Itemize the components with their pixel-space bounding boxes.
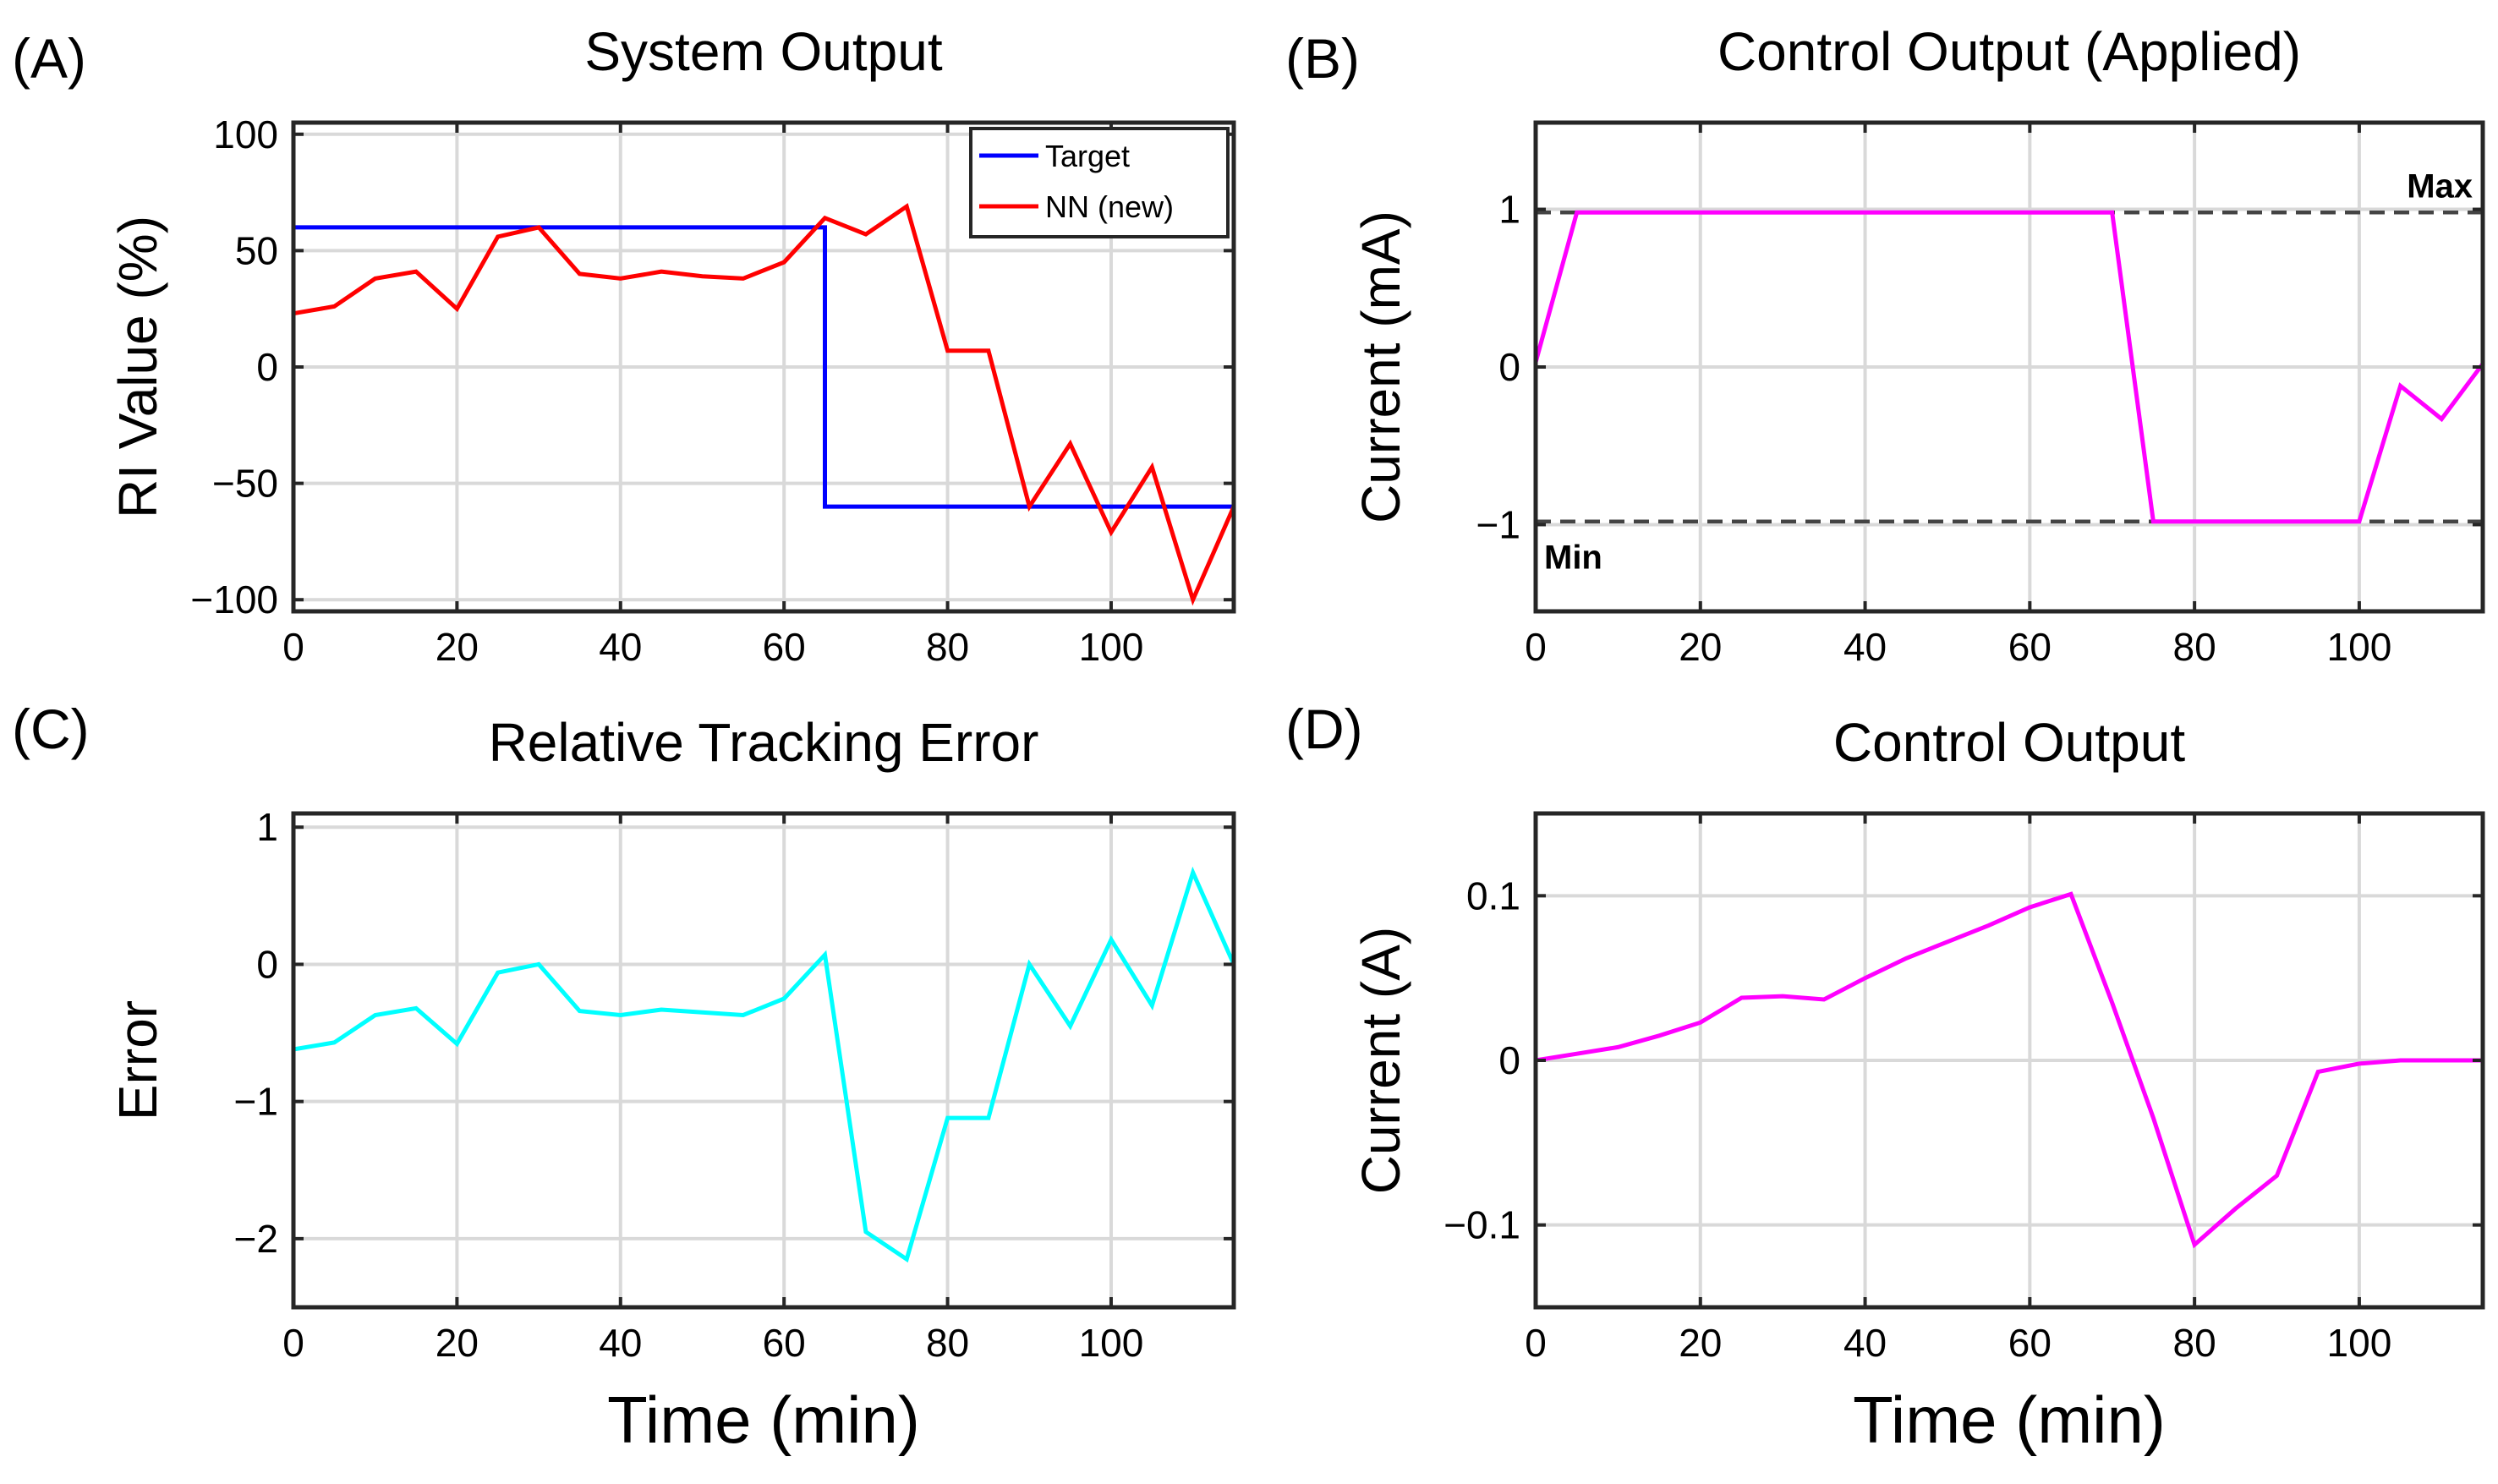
x-tick-label: 60 bbox=[2008, 625, 2052, 669]
series-line-applied-current bbox=[1533, 210, 2485, 524]
legend-box bbox=[969, 127, 1230, 238]
x-tick-label: 40 bbox=[1843, 1321, 1887, 1365]
x-tick-label: 20 bbox=[1679, 625, 1722, 669]
x-tick-label: 0 bbox=[1525, 1321, 1547, 1365]
y-tick-label: 0 bbox=[1498, 345, 1520, 389]
x-tick-label: 40 bbox=[599, 625, 642, 669]
series-line-current bbox=[1535, 891, 2483, 1249]
x-tick-label: 20 bbox=[436, 1321, 479, 1365]
x-tick-label: 80 bbox=[2173, 625, 2216, 669]
reference-label-max: Max bbox=[2407, 167, 2473, 205]
legend: Target NN (new) bbox=[969, 127, 1230, 238]
y-tick-label: 0 bbox=[256, 942, 278, 986]
panel-c: (C) Relative Tracking Error 0 20 40 60 80 100 1 0… bbox=[12, 698, 1236, 1457]
x-tick-label: 40 bbox=[1843, 625, 1887, 669]
y-tick-label: 0 bbox=[1498, 1038, 1520, 1082]
panel-d: (D) Control Output 0 20 40 60 80 100 0.1 0 −0.1 Cur… bbox=[1285, 698, 2485, 1457]
y-axis-label: Current (mA) bbox=[1350, 211, 1411, 523]
x-tick-label: 40 bbox=[599, 1321, 642, 1365]
y-axis-label: RI Value (%) bbox=[107, 216, 168, 518]
panel-letter: (D) bbox=[1285, 698, 1363, 760]
x-axis-label: Time (min) bbox=[1853, 1383, 2166, 1457]
y-tick-label: −1 bbox=[1476, 502, 1520, 546]
x-tick-label: 100 bbox=[1079, 1321, 1144, 1365]
axes-frame bbox=[291, 811, 1236, 1310]
legend-label: Target bbox=[1045, 139, 1130, 173]
x-tick-label: 100 bbox=[1079, 625, 1144, 669]
x-tick-label: 60 bbox=[763, 1321, 806, 1365]
y-tick-label: −0.1 bbox=[1443, 1203, 1520, 1247]
x-tick-label: 60 bbox=[2008, 1321, 2052, 1365]
panel-title: Control Output bbox=[1833, 712, 2185, 773]
y-tick-label: 1 bbox=[256, 805, 278, 849]
panel-title: System Output bbox=[584, 21, 943, 82]
panel-title: Control Output (Applied) bbox=[1717, 21, 2301, 82]
y-tick-label: 100 bbox=[213, 112, 278, 156]
panel-b: (B) Control Output (Applied) Max Min 0 20 40 60… bbox=[1285, 21, 2485, 669]
y-tick-label: 0.1 bbox=[1466, 873, 1520, 917]
x-axis-label: Time (min) bbox=[607, 1383, 920, 1457]
y-axis-label: Current (A) bbox=[1350, 927, 1411, 1195]
x-tick-label: 0 bbox=[282, 625, 304, 669]
y-tick-label: −100 bbox=[190, 578, 278, 622]
panel-letter: (A) bbox=[12, 27, 86, 90]
x-tick-label: 80 bbox=[926, 625, 969, 669]
x-tick-label: 80 bbox=[926, 1321, 969, 1365]
panel-letter: (B) bbox=[1285, 27, 1360, 90]
x-tick-label: 20 bbox=[1679, 1321, 1722, 1365]
x-tick-label: 0 bbox=[282, 1321, 304, 1365]
y-tick-label: 1 bbox=[1498, 188, 1520, 232]
y-tick-label: −50 bbox=[212, 462, 278, 506]
legend-label: NN (new) bbox=[1045, 189, 1174, 224]
panel-title: Relative Tracking Error bbox=[489, 712, 1039, 773]
y-tick-label: 0 bbox=[256, 345, 278, 389]
y-axis-label: Error bbox=[107, 1000, 168, 1120]
panel-letter: (C) bbox=[12, 698, 90, 760]
x-tick-label: 100 bbox=[2327, 1321, 2392, 1365]
reference-label-min: Min bbox=[1544, 539, 1602, 577]
series-line-nn-new bbox=[293, 203, 1236, 606]
x-tick-label: 80 bbox=[2173, 1321, 2216, 1365]
series-line-error bbox=[293, 866, 1236, 1263]
y-tick-label: −2 bbox=[234, 1217, 278, 1261]
x-tick-label: 20 bbox=[436, 625, 479, 669]
x-tick-label: 100 bbox=[2327, 625, 2392, 669]
y-tick-label: 50 bbox=[235, 228, 278, 272]
y-tick-label: −1 bbox=[234, 1080, 278, 1124]
panel-a: (A) System Output 0 20 40 60 80 100 100 50 0 −50 −10… bbox=[12, 21, 1236, 669]
x-tick-label: 0 bbox=[1525, 625, 1547, 669]
x-tick-label: 60 bbox=[763, 625, 806, 669]
